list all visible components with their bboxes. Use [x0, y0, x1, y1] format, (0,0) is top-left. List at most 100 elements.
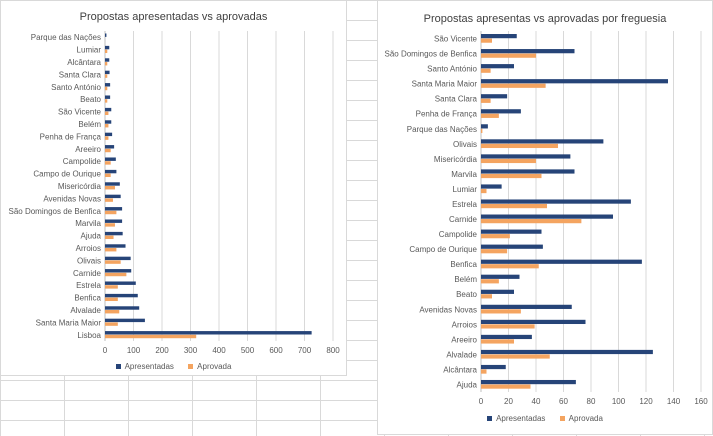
category-label: Avenidas Novas — [43, 194, 101, 203]
bar-aprovada — [481, 339, 514, 344]
category-label: Campolide — [63, 157, 102, 166]
chart-title: Propostas apresentadas vs aprovadas — [79, 11, 268, 23]
bar-aprovada — [105, 86, 108, 91]
category-label: Campolide — [439, 230, 478, 239]
bar-apresentadas — [105, 231, 123, 236]
bar-aprovada — [481, 249, 508, 254]
legend-item-aprovada: Aprovada — [559, 414, 603, 423]
bar-aprovada — [105, 210, 117, 215]
x-tick-label: 20 — [504, 397, 513, 406]
category-label: Parque das Nações — [31, 33, 101, 42]
bar-apresentadas — [105, 157, 116, 161]
bar-aprovada — [481, 68, 491, 73]
bar-apresentadas — [105, 306, 140, 310]
bar-aprovada — [105, 186, 115, 190]
category-label: Alvalade — [446, 350, 477, 359]
bar-apresentadas — [105, 207, 123, 211]
category-label: Olivais — [77, 256, 101, 265]
bar-apresentadas — [105, 293, 138, 298]
category-label: Santa Clara — [435, 95, 478, 104]
bar-apresentadas — [105, 281, 136, 285]
chart-title: Propostas apresentas vs aprovadas por fr… — [423, 13, 667, 25]
bar-aprovada — [481, 38, 492, 43]
x-tick-label: 300 — [184, 346, 198, 355]
bar-apresentadas — [481, 244, 543, 249]
category-label: Penha de França — [40, 132, 102, 141]
bar-apresentadas — [481, 274, 520, 279]
bar-apresentadas — [105, 95, 111, 99]
category-label: Olivais — [453, 140, 477, 149]
category-label: São Vicente — [58, 108, 102, 117]
bar-apresentadas — [105, 331, 312, 335]
bar-aprovada — [105, 111, 109, 116]
category-label: Santa Clara — [59, 70, 102, 79]
bar-apresentadas — [481, 334, 532, 340]
category-label: Carnide — [449, 215, 478, 224]
bar-aprovada — [105, 161, 111, 165]
bar-aprovada — [105, 136, 109, 140]
bar-aprovada — [481, 173, 542, 179]
category-label: Parque das Nações — [407, 125, 477, 134]
bar-aprovada — [481, 279, 499, 284]
bar-aprovada — [105, 49, 108, 54]
bar-apresentadas — [105, 182, 120, 186]
bar-apresentadas — [105, 132, 113, 137]
x-tick-label: 800 — [326, 346, 340, 355]
chart-legend: Apresentadas Aprovada — [378, 414, 712, 423]
bar-aprovada — [105, 272, 127, 277]
bar-aprovada — [481, 143, 558, 149]
bar-aprovada — [481, 53, 536, 58]
category-label: Ajuda — [457, 380, 478, 389]
bar-apresentadas — [481, 349, 653, 355]
bar-aprovada — [105, 74, 108, 78]
x-tick-label: 500 — [241, 346, 255, 355]
bar-aprovada — [105, 260, 121, 264]
bar-aprovada — [481, 369, 487, 374]
category-label: Campo de Ourique — [33, 170, 101, 179]
chart-plot: 0 20 40 60 80 100 120 140 160 São Vicente São Domi… — [385, 31, 708, 406]
bar-apresentadas — [481, 154, 571, 159]
x-tick-label: 200 — [155, 346, 169, 355]
bar-apresentadas — [481, 34, 517, 39]
x-tick-label: 100 — [612, 397, 626, 406]
category-label: Marvila — [451, 170, 477, 179]
category-label: São Domingos de Benfica — [9, 207, 102, 216]
category-label: Beato — [456, 290, 477, 299]
bar-apresentadas — [105, 269, 132, 273]
x-tick-label: 700 — [298, 346, 312, 355]
bar-apresentadas — [481, 364, 506, 370]
bar-aprovada — [105, 124, 109, 128]
category-label: Alcântara — [67, 58, 101, 67]
bar-aprovada — [105, 297, 118, 302]
chart-legend: Apresentadas Aprovada — [1, 362, 346, 371]
bar-apresentadas — [105, 318, 145, 323]
bar-apresentadas — [105, 194, 121, 199]
category-label: Lumiar — [453, 185, 478, 194]
bar-aprovada — [105, 334, 197, 339]
bar-aprovada — [481, 309, 521, 314]
bar-apresentadas — [481, 79, 668, 84]
bar-apresentadas — [105, 145, 115, 149]
category-label: Ajuda — [81, 232, 102, 241]
legend-item-aprovada: Aprovada — [188, 362, 231, 371]
chart-propostas-por-freguesia[interactable]: Propostas apresentas vs aprovadas por fr… — [377, 0, 713, 435]
bar-aprovada — [481, 203, 547, 209]
legend-swatch-aprovada — [559, 416, 565, 421]
bar-apresentadas — [105, 169, 117, 174]
bar-apresentadas — [481, 214, 613, 219]
bar-aprovada — [481, 188, 487, 194]
legend-label: Aprovada — [197, 362, 232, 371]
bar-apresentadas — [481, 169, 575, 174]
bar-apresentadas — [105, 256, 131, 261]
bar-aprovada — [105, 198, 113, 202]
bar-aprovada — [105, 322, 118, 326]
bar-aprovada — [481, 264, 539, 269]
x-tick-label: 60 — [559, 397, 568, 406]
bar-apresentadas — [481, 184, 502, 189]
category-label: Misericórdia — [58, 182, 102, 191]
bar-apresentadas — [481, 379, 576, 385]
bar-aprovada — [105, 235, 114, 240]
x-tick-label: 160 — [694, 397, 708, 406]
category-label: Santo António — [427, 65, 477, 74]
chart-propostas-total[interactable]: Propostas apresentadas vs aprovadas 0 100… — [0, 0, 347, 376]
